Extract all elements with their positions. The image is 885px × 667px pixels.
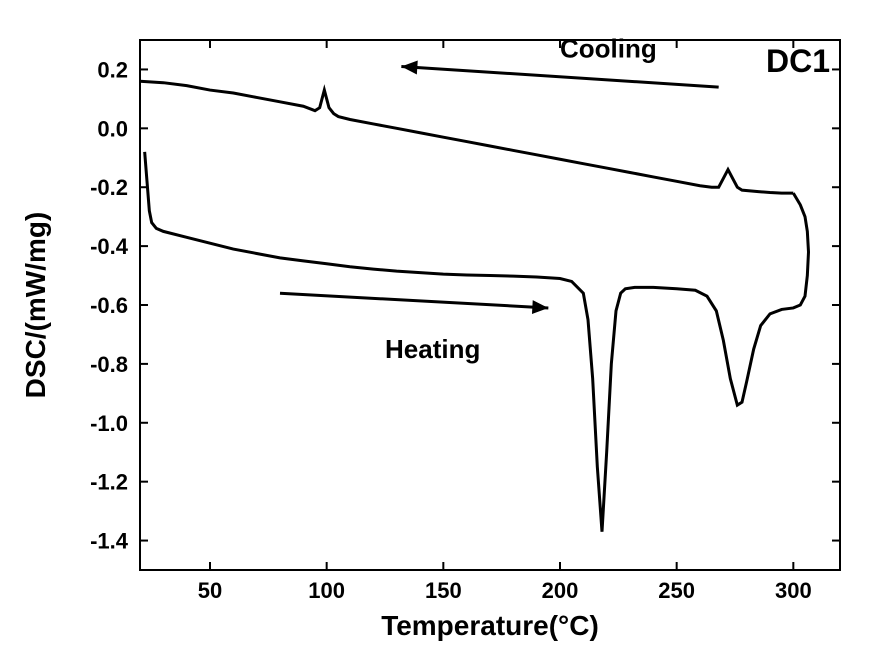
- corner-label: DC1: [766, 43, 830, 79]
- arrow-line: [280, 293, 548, 308]
- y-tick-label: -0.2: [90, 175, 128, 200]
- x-tick-label: 250: [658, 578, 695, 603]
- y-tick-label: -0.4: [90, 234, 129, 259]
- x-tick-label: 50: [198, 578, 222, 603]
- y-tick-label: -1.4: [90, 529, 129, 554]
- dsc-chart: 50 100 150 200 250 300 0.2 0.0 -0.2 -0.4 -0.6 -0.8…: [0, 0, 885, 667]
- x-tick-label: 100: [308, 578, 345, 603]
- y-tick-label: -1.2: [90, 470, 128, 495]
- x-axis-label: Temperature(°C): [381, 610, 599, 641]
- y-tick-label: -1.0: [90, 411, 128, 436]
- chart-svg: 50 100 150 200 250 300 0.2 0.0 -0.2 -0.4 -0.6 -0.8…: [0, 0, 885, 667]
- y-tick-label: 0.0: [97, 116, 128, 141]
- arrow-head: [401, 61, 417, 75]
- arrow-line: [401, 67, 718, 88]
- y-tick-label: -0.8: [90, 352, 128, 377]
- cooling-curve: [140, 81, 793, 193]
- x-tick-label: 150: [425, 578, 462, 603]
- annotation-text: Heating: [385, 334, 480, 364]
- y-axis-label: DSC/(mW/mg): [20, 212, 51, 399]
- annotation-text: Cooling: [560, 34, 657, 64]
- y-tick-label: -0.6: [90, 293, 128, 318]
- x-tick-label: 200: [542, 578, 579, 603]
- y-tick-label: 0.2: [97, 57, 128, 82]
- x-tick-label: 300: [775, 578, 812, 603]
- arrow-head: [532, 300, 548, 314]
